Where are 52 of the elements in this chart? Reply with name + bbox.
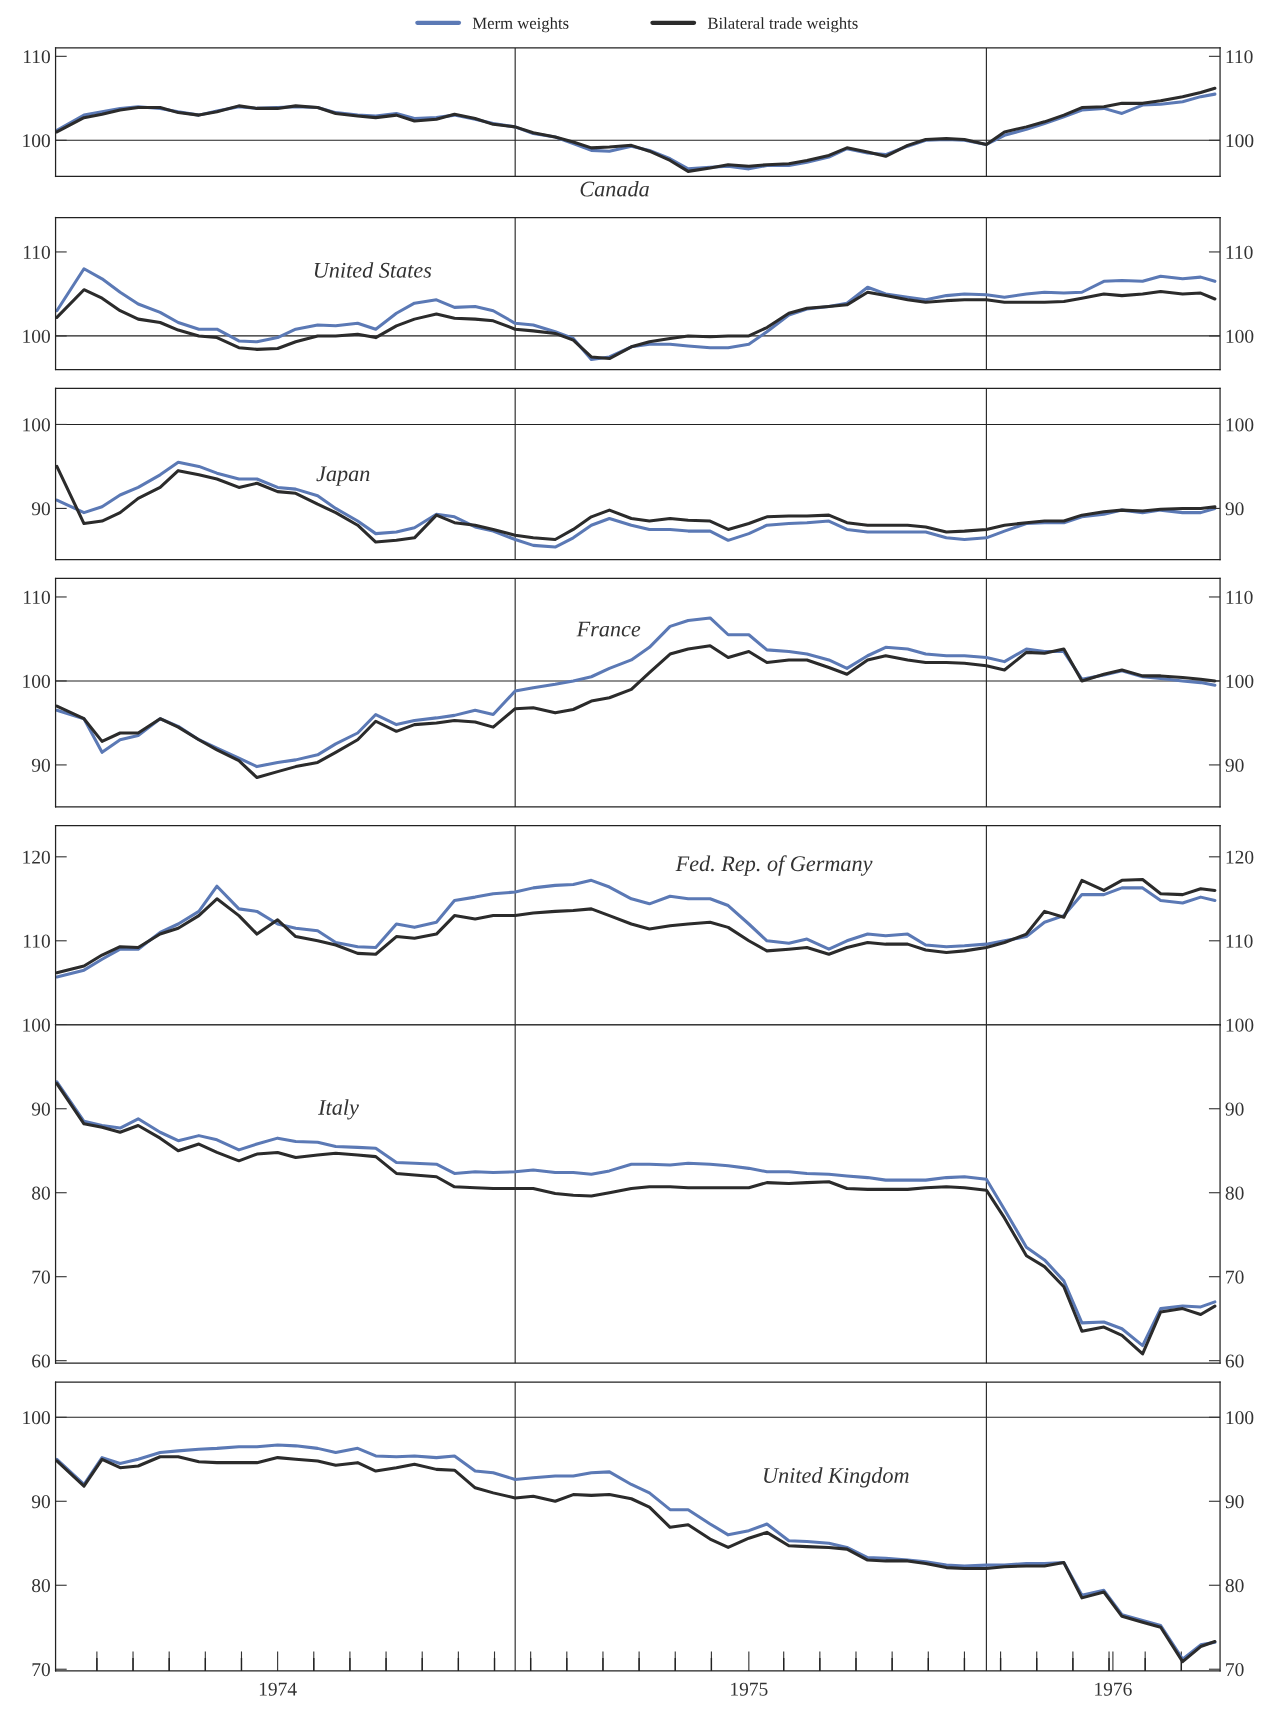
y2-tick-label: 80 [1225,1186,1244,1200]
x-tick-label: 1974 [259,1682,297,1696]
y-tick-label: 100 [23,418,50,432]
y2-tick-label: 90 [1225,758,1244,772]
legend-label: Bilateral trade weights [707,17,858,33]
y-tick-label: 110 [23,934,50,948]
x-tick-label: 1976 [1095,1682,1132,1696]
text: Canada [580,180,649,197]
y-tick-label: 90 [31,758,50,772]
y2-tick-label: 90 [1225,502,1244,516]
text: France [576,621,641,637]
y-tick-label: 100 [23,329,50,343]
text: Italy [318,1099,359,1120]
y-tick-label: 60 [32,1354,50,1368]
text: Fed. Rep. of Germany [675,855,873,876]
x-tick-label: 1975 [731,1682,768,1696]
y-tick-label: 80 [32,1579,50,1593]
y-tick-label: 100 [23,1411,50,1425]
y2-tick-label: 100 [1226,418,1254,432]
y-tick-label: 90 [31,1102,50,1116]
y2-tick-label: 110 [1226,590,1253,604]
text: United Kingdom [764,1467,909,1488]
y2-tick-label: 90 [1225,1102,1244,1116]
y2-tick-label: 120 [1226,850,1254,864]
y2-tick-label: 100 [1226,1018,1254,1032]
text: Japan [316,466,370,486]
y2-tick-label: 100 [1226,1411,1254,1425]
y-tick-label: 80 [32,1186,50,1200]
y2-tick-label: 80 [1225,1579,1244,1593]
y2-tick-label: 110 [1226,934,1253,948]
y2-tick-label: 60 [1225,1354,1244,1368]
y2-tick-label: 100 [1226,329,1254,343]
y-tick-label: 100 [23,674,50,688]
y-tick-label: 90 [31,502,50,516]
text: United States [314,262,432,278]
y2-tick-label: 110 [1226,50,1253,64]
y2-tick-label: 90 [1225,1495,1244,1509]
y-tick-label: 100 [23,134,50,148]
y2-tick-label: 70 [1226,1270,1244,1284]
y-tick-label: 100 [23,1018,50,1032]
y-tick-label: 90 [31,1495,50,1509]
y2-tick-label: 100 [1226,674,1254,688]
y-tick-label: 70 [32,1270,50,1284]
y-tick-label: 70 [32,1663,50,1677]
legend-label: Merm weights [472,17,569,33]
y2-tick-label: 100 [1226,134,1254,148]
y-tick-label: 120 [23,850,50,864]
y2-tick-label: 110 [1226,245,1253,259]
y2-tick-label: 70 [1226,1663,1244,1677]
y-tick-label: 110 [23,50,50,64]
y-tick-label: 110 [23,245,50,259]
y-tick-label: 110 [23,590,50,604]
